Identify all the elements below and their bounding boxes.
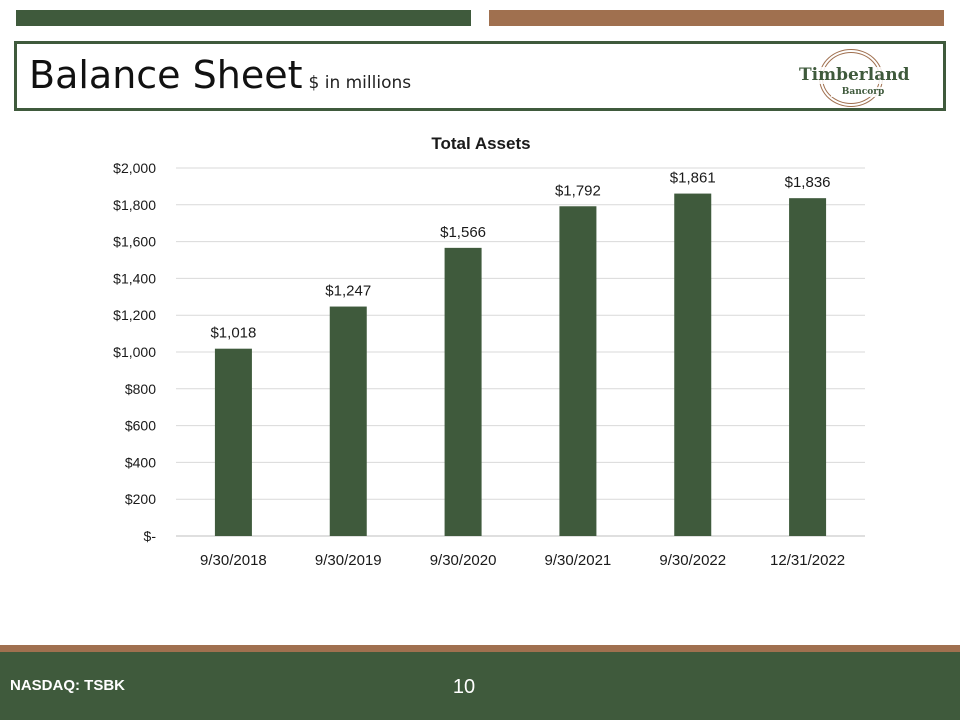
footer-accent-stripe [0, 645, 960, 652]
logo-name: Timberland [799, 65, 910, 85]
bar [329, 306, 367, 536]
x-tick-label: 9/30/2020 [430, 552, 497, 569]
bar [444, 247, 482, 536]
data-labels: $1,018 $1,247 $1,566 $1,792 $1,861 $1,836 [210, 170, 830, 342]
logo-subname: Bancorp [831, 87, 895, 97]
bar [559, 206, 597, 536]
page-title-text: Balance Sheet [29, 53, 303, 97]
total-assets-chart: Total Assets $- $200 $400 $600 $800 $1,000 $1,… [113, 134, 865, 569]
bar [674, 193, 712, 536]
x-tick-label: 9/30/2021 [545, 552, 612, 569]
page-title: Balance Sheet $ in millions [29, 56, 411, 94]
y-tick-label: $1,400 [113, 270, 156, 286]
gridlines [176, 167, 865, 537]
top-accent-bar-green [16, 10, 471, 26]
x-tick-label: 9/30/2018 [200, 552, 267, 569]
data-label: $1,566 [440, 224, 486, 241]
page-subtitle: $ in millions [308, 73, 412, 93]
y-tick-label: $1,000 [113, 344, 156, 360]
data-label: $1,861 [670, 170, 716, 187]
y-tick-label: $800 [125, 381, 156, 397]
chart-title: Total Assets [431, 134, 530, 153]
top-accent-bar-brown [489, 10, 944, 26]
ticker-symbol: NASDAQ: TSBK [10, 677, 125, 694]
timberland-logo: Timberland Bancorp [793, 49, 923, 107]
x-axis-ticks: 9/30/2018 9/30/2019 9/30/2020 9/30/2021 9/30… [200, 552, 845, 569]
x-tick-label: 12/31/2022 [770, 552, 845, 569]
x-tick-label: 9/30/2022 [659, 552, 726, 569]
page-number: 10 [452, 676, 476, 698]
footer: NASDAQ: TSBK 10 [0, 652, 960, 720]
bar [214, 348, 252, 536]
y-tick-label: $2,000 [113, 160, 156, 176]
data-label: $1,018 [210, 325, 256, 342]
y-tick-label: $200 [125, 491, 156, 507]
data-label: $1,836 [785, 174, 831, 191]
title-box: Balance Sheet $ in millions Timberland Ba… [14, 41, 946, 111]
y-tick-label: $- [144, 528, 157, 544]
y-tick-label: $400 [125, 454, 156, 470]
bar [789, 198, 827, 536]
x-tick-label: 9/30/2019 [315, 552, 382, 569]
y-tick-label: $1,800 [113, 197, 156, 213]
data-label: $1,247 [325, 283, 371, 300]
bars [214, 193, 827, 536]
y-tick-label: $600 [125, 418, 156, 434]
data-label: $1,792 [555, 182, 601, 199]
y-axis-ticks: $- $200 $400 $600 $800 $1,000 $1,200 $1,400 $1,6… [113, 160, 156, 544]
y-tick-label: $1,200 [113, 307, 156, 323]
y-tick-label: $1,600 [113, 234, 156, 250]
